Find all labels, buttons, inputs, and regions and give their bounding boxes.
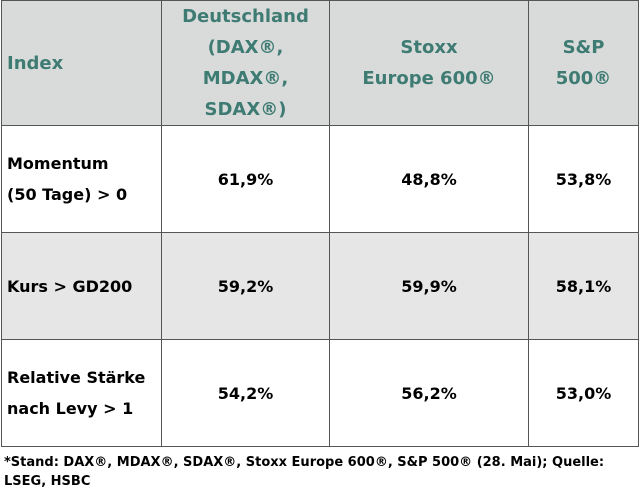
row-label: Relative Stärke nach Levy > 1: [1, 339, 162, 447]
cell-line: (50 Tage) > 0: [7, 185, 128, 204]
cell-line: S&P 500®: [555, 37, 612, 89]
header-cell: S&P 500®: [528, 0, 639, 126]
header-cell: Deutschland (DAX®, MDAX®, SDAX®): [161, 0, 330, 126]
cell-line: Relative Stärke: [7, 368, 146, 387]
value-cell: 56,2%: [329, 339, 529, 447]
value-cell: 58,1%: [528, 232, 639, 340]
value-cell: 53,8%: [528, 125, 639, 233]
row-label: Momentum (50 Tage) > 0: [1, 125, 162, 233]
header-cell: Index: [1, 0, 162, 126]
table-row: Kurs > GD200 59,2% 59,9% 58,1%: [1, 232, 639, 340]
cell-line: (DAX®, MDAX®,: [202, 37, 289, 89]
cell-line: Kurs > GD200: [7, 276, 133, 296]
cell-line: Index: [7, 52, 64, 74]
row-label: Kurs > GD200: [1, 232, 162, 340]
data-table: Index Deutschland (DAX®, MDAX®, SDAX®) Stoxx…: [1, 0, 639, 447]
value-cell: 59,2%: [161, 232, 330, 340]
table-row: Relative Stärke nach Levy > 1 54,2% 56,2% 53…: [1, 339, 639, 447]
value-cell: 59,9%: [329, 232, 529, 340]
cell-line: Europe 600®: [362, 68, 496, 89]
cell-line: Deutschland: [182, 6, 309, 27]
header-row: Index Deutschland (DAX®, MDAX®, SDAX®) Stoxx…: [1, 0, 639, 126]
cell-line: SDAX®): [204, 99, 287, 120]
cell-line: Momentum: [7, 154, 109, 173]
value-cell: 53,0%: [528, 339, 639, 447]
value-cell: 48,8%: [329, 125, 529, 233]
value-cell: 54,2%: [161, 339, 330, 447]
value-cell: 61,9%: [161, 125, 330, 233]
footnote: *Stand: DAX®, MDAX®, SDAX®, Stoxx Europe…: [4, 455, 605, 489]
cell-line: nach Levy > 1: [7, 399, 134, 418]
header-cell: Stoxx Europe 600®: [329, 0, 529, 126]
cell-line: Stoxx: [400, 37, 458, 58]
table-row: Momentum (50 Tage) > 0 61,9% 48,8% 53,8%: [1, 125, 639, 233]
